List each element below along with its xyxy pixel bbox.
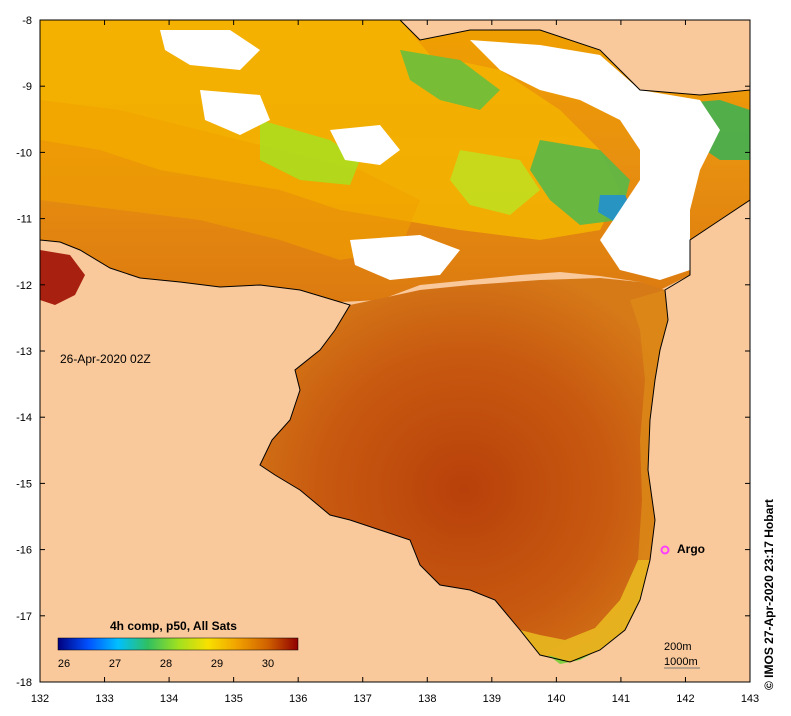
legend-title: 4h comp, p50, All Sats [110,619,237,633]
cloud-mask [470,40,720,280]
y-tick-label: -15 [16,478,32,490]
argo-label: Argo [677,542,705,556]
legend-label: 29 [211,658,223,670]
gulf-coastal-green [548,652,595,664]
y-tick-label: -8 [22,15,32,27]
depth-1000m-label: 1000m [664,656,698,668]
legend-label: 30 [262,658,274,670]
cloud-mask [160,30,260,70]
x-tick-label: 143 [741,693,759,705]
x-tick-label: 137 [354,693,372,705]
x-tick-label: 142 [676,693,694,705]
y-tick-label: -14 [16,412,32,424]
cool-patch-green [400,50,500,110]
cloud-mask [350,235,460,280]
cool-patch-lime [260,120,360,185]
y-tick-label: -17 [16,611,32,623]
warm-band-light [40,100,420,260]
coastline [40,20,750,663]
x-tick-label: 138 [418,693,436,705]
gulf-of-carpentaria [260,278,668,662]
y-tick-label: -10 [16,147,32,159]
y-axis: -8 -9 -10 -11 -12 -13 -14 -15 -16 -17 -18 [16,15,750,689]
west-warm-patch [40,250,85,305]
x-tick-label: 134 [160,693,178,705]
x-tick-label: 136 [289,693,307,705]
legend-labels: 26 27 28 29 30 [58,658,274,670]
cool-patch-lime [450,150,540,215]
x-tick-label: 141 [612,693,630,705]
y-tick-label: -13 [16,346,32,358]
x-tick-label: 139 [483,693,501,705]
argo-marker: Argo [660,542,705,556]
gulf-cooler-edge [520,560,650,662]
y-tick-label: -12 [16,280,32,292]
credit-label: © IMOS 27-Apr-2020 23:17 Hobart [762,499,776,690]
x-tick-label: 140 [547,693,565,705]
x-tick-label: 132 [31,693,49,705]
x-tick-label: 135 [224,693,242,705]
legend-label: 26 [58,658,70,670]
legend-label: 27 [109,658,121,670]
y-tick-label: -16 [16,545,32,557]
x-tick-label: 133 [95,693,113,705]
depth-200m-label: 200m [664,641,692,653]
timestamp-label: 26-Apr-2020 02Z [60,352,151,366]
y-tick-label: -11 [17,214,32,226]
legend-colorbar [57,637,299,651]
cloud-mask [200,90,270,135]
x-axis: 132 133 134 135 136 137 138 139 140 141 142 143 [31,20,759,705]
y-tick-label: -18 [16,677,32,689]
legend-label: 28 [160,658,172,670]
y-tick-label: -9 [22,81,32,93]
cloud-mask [330,125,400,165]
argo-icon [660,545,670,555]
